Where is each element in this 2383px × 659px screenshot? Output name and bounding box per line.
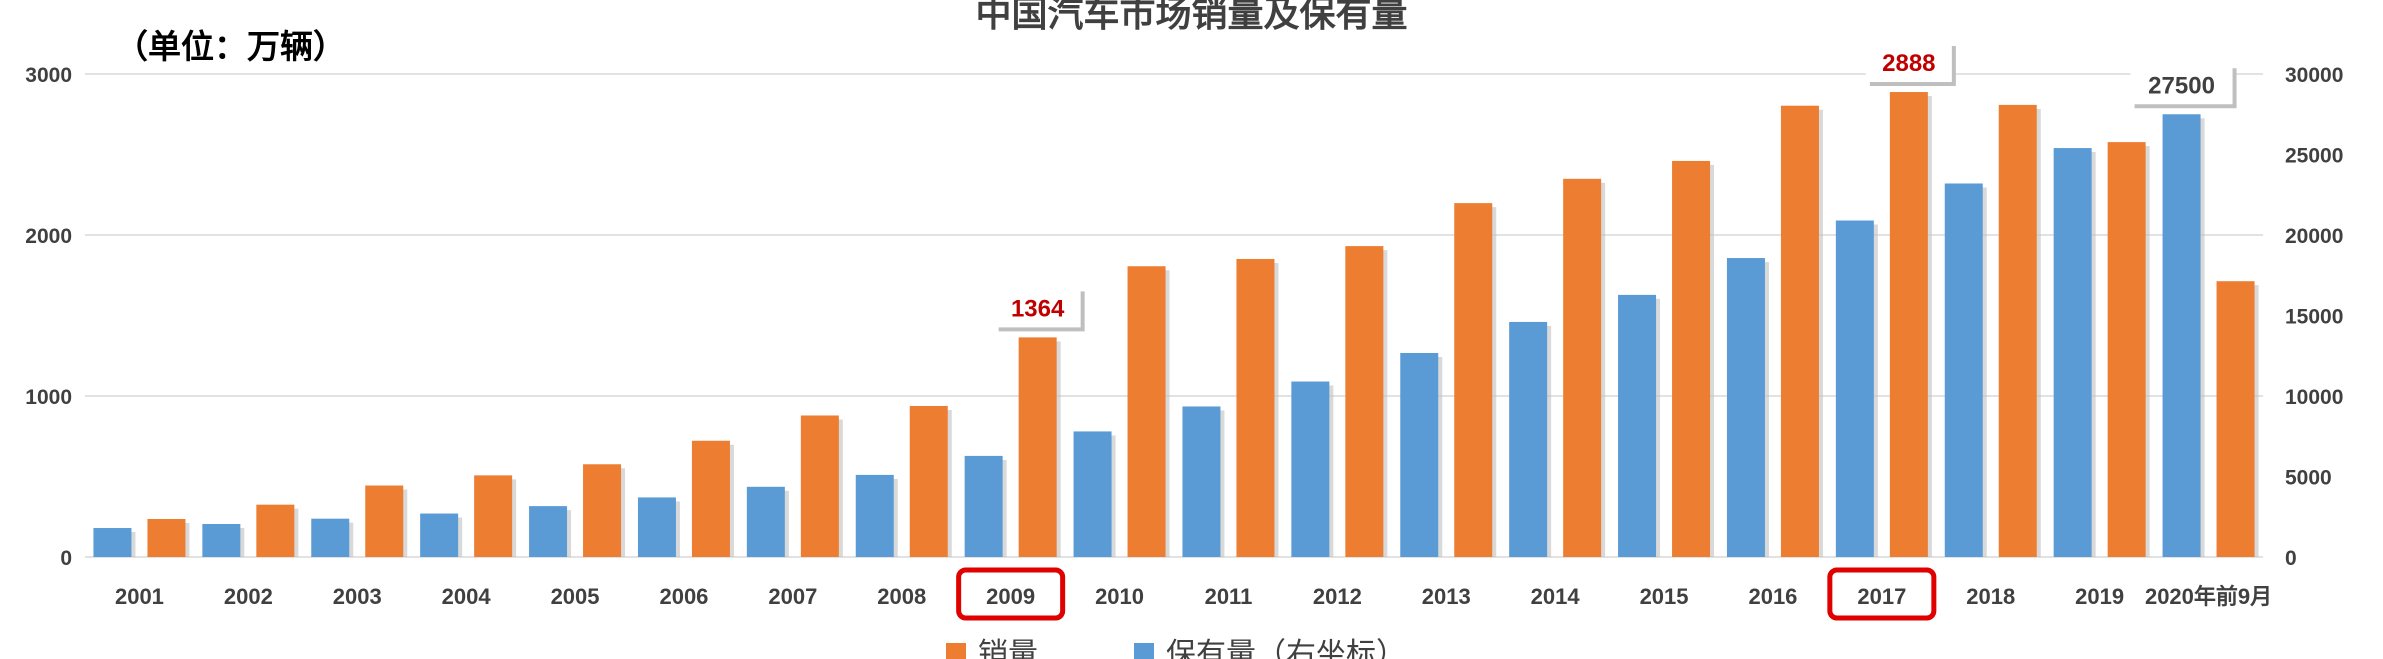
x-axis-tick: 2007	[768, 584, 817, 609]
ownership-bar	[1182, 406, 1221, 557]
bars	[93, 92, 2259, 558]
sales-bar	[2107, 142, 2146, 557]
legend-label: 保有量（右坐标）	[1166, 637, 1406, 659]
highlight-box	[956, 567, 1066, 621]
ownership-bar	[855, 474, 894, 557]
right-axis-tick: 30000	[2285, 64, 2343, 87]
sales-bar	[583, 464, 622, 557]
ownership-bar	[1291, 381, 1330, 557]
sales-bar	[2216, 281, 2255, 557]
sales-bar	[909, 405, 948, 557]
highlight-box	[1827, 567, 1937, 621]
x-axis-tick: 2017	[1857, 584, 1906, 609]
left-axis-tick: 3000	[25, 64, 72, 87]
callout-box	[1865, 42, 1952, 83]
ownership-bar	[1618, 294, 1657, 557]
sales-bar	[1780, 105, 1819, 557]
x-axis-tick: 2008	[877, 584, 926, 609]
x-axis-tick: 2020年前9月	[2145, 584, 2272, 609]
x-axis-tick: 2013	[1422, 584, 1471, 609]
chart-title: 中国汽车市场销量及保有量	[975, 0, 1408, 35]
callout-box	[2130, 64, 2233, 105]
legend-swatch	[946, 643, 966, 659]
ownership-bar	[746, 486, 785, 557]
x-axis-tick: 2003	[333, 584, 382, 609]
x-axis-tick: 2004	[442, 584, 492, 609]
sales-bar	[1018, 337, 1057, 557]
right-axis-tick: 10000	[2285, 386, 2343, 409]
sales-bar	[147, 519, 186, 557]
ownership-bar	[1944, 183, 1983, 558]
ownership-bar	[1835, 220, 1874, 557]
x-axis-tick: 2011	[1205, 584, 1253, 609]
ownership-bar	[1400, 353, 1439, 557]
legend: 销量 保有量（右坐标）	[946, 637, 1406, 659]
sales-bar	[365, 485, 404, 557]
x-axis-tick: 2002	[224, 584, 273, 609]
ownership-bar	[420, 513, 459, 557]
right-axis-tick: 25000	[2285, 145, 2343, 168]
sales-bar	[691, 440, 730, 557]
sales-bar	[1127, 266, 1166, 557]
gridlines	[85, 73, 2263, 558]
sales-bar	[1236, 258, 1275, 557]
sales-bar	[256, 504, 295, 557]
sales-bar	[800, 415, 839, 557]
ownership-bar	[1726, 258, 1765, 557]
sales-bar	[1563, 178, 1602, 557]
data-label: 27500	[2148, 72, 2215, 99]
right-axis-tick: 15000	[2285, 306, 2343, 329]
x-axis-tick: 2009	[986, 584, 1035, 609]
ownership-bar	[1073, 431, 1112, 557]
x-axis-tick: 2005	[551, 584, 600, 609]
ownership-bar	[964, 455, 1003, 557]
x-axis-tick: 2016	[1748, 584, 1797, 609]
callout-box	[994, 287, 1081, 328]
ownership-bar	[529, 506, 568, 557]
ownership-bar	[311, 518, 350, 557]
ownership-bar	[1509, 321, 1548, 557]
legend-label: 销量	[978, 637, 1038, 659]
right-axis-tick: 20000	[2285, 225, 2343, 248]
right-axis-tick: 0	[2285, 547, 2297, 570]
ownership-bar	[93, 528, 132, 557]
right-axis-tick: 5000	[2285, 467, 2332, 490]
left-axis-tick: 1000	[25, 386, 72, 409]
sales-bar	[474, 475, 513, 557]
ownership-bar	[637, 497, 676, 557]
x-axis-tick: 2019	[2075, 584, 2124, 609]
ownership-bar	[2053, 148, 2092, 557]
legend-swatch	[1134, 643, 1154, 659]
sales-bar	[1672, 160, 1711, 557]
x-axis-tick: 2010	[1095, 584, 1144, 609]
ownership-bar	[2162, 114, 2201, 557]
x-axis-tick: 2014	[1531, 584, 1581, 609]
sales-bar	[1345, 246, 1384, 557]
highlights	[956, 567, 1937, 621]
x-axis-tick: 2006	[659, 584, 708, 609]
sales-bar	[1454, 203, 1493, 557]
data-label: 2888	[1882, 50, 1935, 77]
unit-label: （单位：万辆）	[115, 27, 346, 66]
left-axis-tick: 0	[60, 547, 72, 570]
ownership-bar	[202, 523, 241, 557]
x-axis-tick: 2001	[115, 584, 164, 609]
sales-bar	[1998, 104, 2037, 558]
sales-bar	[1889, 92, 1928, 558]
axes: 0100020003000050001000015000200002500030…	[25, 64, 2343, 609]
data-label: 1364	[1011, 295, 1065, 322]
x-axis-tick: 2012	[1313, 584, 1362, 609]
x-axis-tick: 2018	[1966, 584, 2015, 609]
callouts: 1364 2888 27500	[994, 42, 2237, 332]
x-axis-tick: 2015	[1640, 584, 1689, 609]
left-axis-tick: 2000	[25, 225, 72, 248]
